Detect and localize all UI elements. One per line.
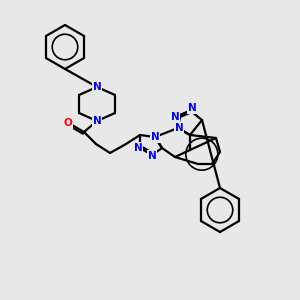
Text: N: N	[188, 103, 196, 113]
Text: O: O	[64, 118, 72, 128]
Text: N: N	[151, 132, 159, 142]
Text: N: N	[134, 143, 142, 153]
Text: N: N	[175, 123, 183, 133]
Text: N: N	[171, 112, 179, 122]
Text: N: N	[148, 151, 156, 161]
Text: N: N	[93, 82, 101, 92]
Text: N: N	[93, 116, 101, 126]
